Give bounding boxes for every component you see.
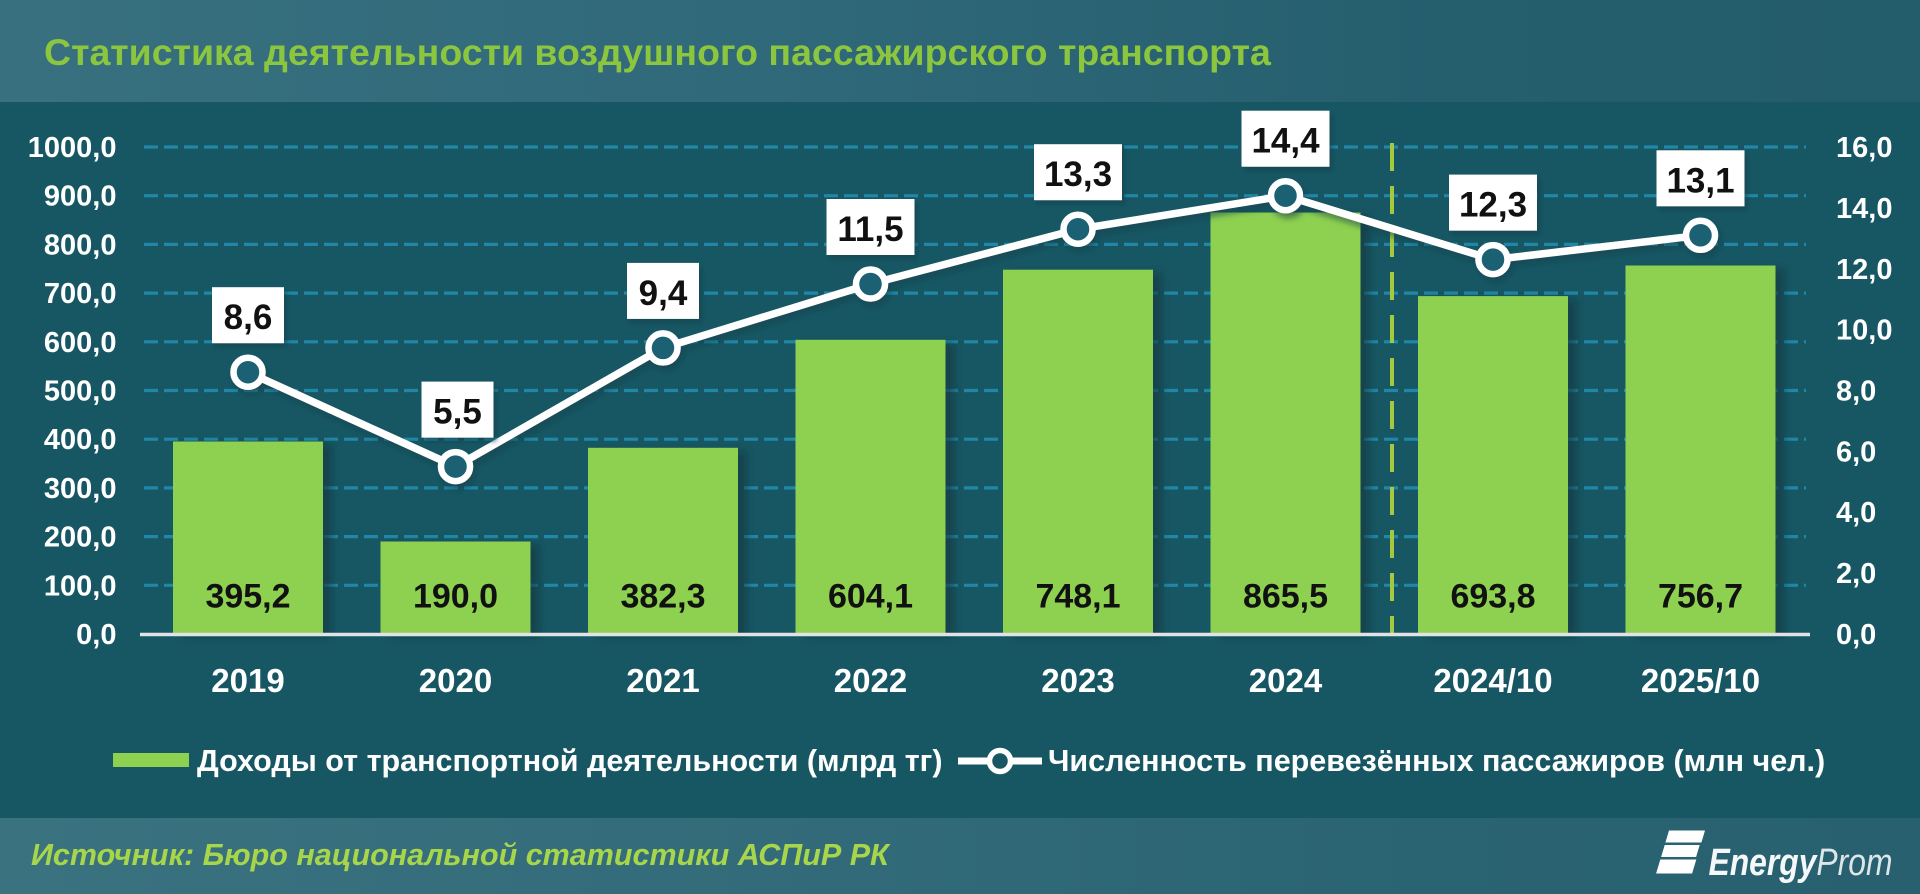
svg-text:14,4: 14,4 <box>1251 122 1320 161</box>
svg-text:1000,0: 1000,0 <box>28 132 117 164</box>
svg-text:800,0: 800,0 <box>44 229 117 261</box>
svg-text:6,0: 6,0 <box>1836 436 1876 468</box>
svg-text:16,0: 16,0 <box>1836 132 1892 164</box>
svg-text:2020: 2020 <box>419 662 492 699</box>
svg-text:13,3: 13,3 <box>1044 155 1112 194</box>
svg-text:0,0: 0,0 <box>1836 619 1876 651</box>
svg-text:11,5: 11,5 <box>837 210 903 249</box>
svg-text:Доходы от транспортной деятель: Доходы от транспортной деятельности (млр… <box>197 744 943 778</box>
svg-text:2022: 2022 <box>834 662 907 699</box>
svg-text:382,3: 382,3 <box>620 578 705 616</box>
svg-text:5,5: 5,5 <box>433 393 482 432</box>
svg-text:600,0: 600,0 <box>44 327 117 359</box>
svg-text:756,7: 756,7 <box>1658 578 1743 616</box>
svg-text:865,5: 865,5 <box>1243 578 1328 616</box>
svg-text:8,0: 8,0 <box>1836 376 1876 408</box>
svg-text:693,8: 693,8 <box>1450 578 1535 616</box>
svg-text:700,0: 700,0 <box>44 278 117 310</box>
svg-text:300,0: 300,0 <box>44 473 117 505</box>
svg-text:190,0: 190,0 <box>413 578 498 616</box>
svg-text:200,0: 200,0 <box>44 522 117 554</box>
svg-text:2,0: 2,0 <box>1836 558 1876 590</box>
svg-text:2025/10: 2025/10 <box>1641 662 1760 699</box>
svg-text:748,1: 748,1 <box>1035 578 1120 616</box>
svg-text:13,1: 13,1 <box>1666 161 1734 200</box>
svg-text:2024: 2024 <box>1249 662 1323 699</box>
svg-text:2019: 2019 <box>211 662 284 699</box>
svg-text:604,1: 604,1 <box>828 578 913 616</box>
svg-text:100,0: 100,0 <box>44 570 117 602</box>
svg-text:900,0: 900,0 <box>44 181 117 213</box>
svg-text:12,3: 12,3 <box>1459 186 1527 225</box>
svg-text:9,4: 9,4 <box>639 274 688 313</box>
svg-text:10,0: 10,0 <box>1836 315 1892 347</box>
svg-text:14,0: 14,0 <box>1836 193 1892 225</box>
svg-text:2023: 2023 <box>1041 662 1114 699</box>
svg-text:2024/10: 2024/10 <box>1433 662 1552 699</box>
svg-text:500,0: 500,0 <box>44 376 117 408</box>
svg-text:Численность перевезённых пасса: Численность перевезённых пассажиров (млн… <box>1048 744 1825 778</box>
svg-text:EnergyProm: EnergyProm <box>1709 842 1893 884</box>
svg-text:4,0: 4,0 <box>1836 497 1876 529</box>
svg-text:0,0: 0,0 <box>76 619 116 651</box>
svg-text:8,6: 8,6 <box>224 298 273 337</box>
svg-text:395,2: 395,2 <box>205 578 290 616</box>
svg-text:400,0: 400,0 <box>44 424 117 456</box>
svg-text:12,0: 12,0 <box>1836 254 1892 286</box>
svg-text:2021: 2021 <box>626 662 699 699</box>
